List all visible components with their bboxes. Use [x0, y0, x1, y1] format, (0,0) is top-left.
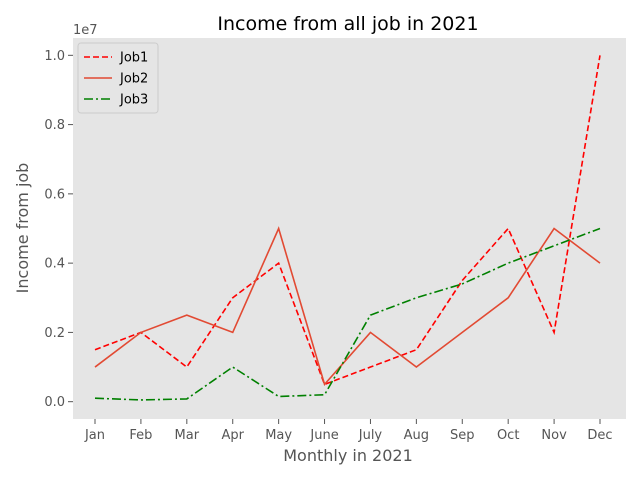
y-tick-label: 0.4: [44, 257, 65, 272]
y-axis: 0.0 0.2 0.4 0.6 0.8 1.0: [44, 49, 73, 410]
x-tick-label: Mar: [175, 428, 200, 443]
x-tick-label: Jan: [84, 428, 105, 443]
x-tick-label: Aug: [404, 428, 429, 443]
y-axis-offset-label: 1e7: [73, 23, 98, 38]
y-tick-label: 0.6: [44, 187, 65, 202]
legend-label: Job1: [119, 51, 148, 66]
y-tick-label: 0.0: [44, 395, 65, 410]
y-tick-label: 1.0: [44, 49, 65, 64]
x-tick-label: Nov: [541, 428, 567, 443]
x-tick-label: Apr: [221, 428, 244, 443]
y-tick-label: 0.2: [44, 326, 65, 341]
x-tick-label: July: [358, 428, 383, 443]
series-layer: [94, 55, 601, 401]
series-line-job3: [94, 227, 601, 401]
legend-box: [77, 42, 159, 114]
x-tick-label: Dec: [587, 428, 612, 443]
series-line-job1: [94, 55, 601, 386]
y-axis-title: Income from job: [13, 163, 32, 294]
x-axis-title: Monthly in 2021: [283, 446, 413, 465]
y-tick-label: 0.8: [44, 118, 65, 133]
series-line-job2: [94, 226, 601, 386]
x-tick-label: May: [265, 428, 292, 443]
x-tick-label: June: [309, 428, 338, 443]
x-tick-label: Sep: [450, 428, 475, 443]
legend: Job1 Job2 Job3: [77, 42, 159, 114]
chart-title: Income from all job in 2021: [217, 13, 478, 35]
x-tick-label: Feb: [129, 428, 152, 443]
legend-label: Job2: [119, 72, 148, 87]
x-axis: Jan Feb Mar Apr May June July Aug Sep Oct Nov Dec: [84, 419, 613, 443]
x-tick-label: Oct: [497, 428, 519, 443]
legend-label: Job3: [119, 93, 148, 108]
